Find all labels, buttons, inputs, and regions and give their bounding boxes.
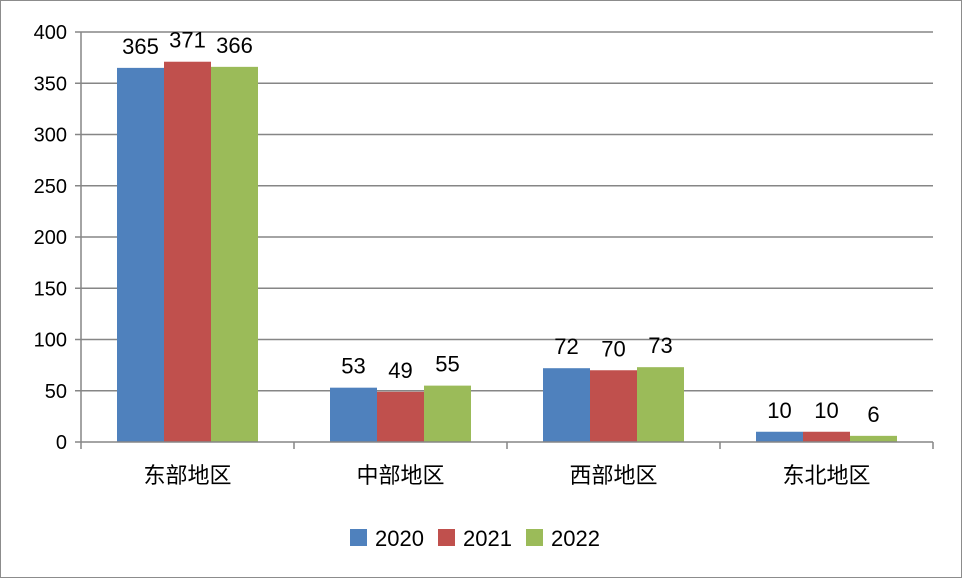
y-tick-label: 100 [34,330,67,352]
legend: 2020 2021 2022 [350,526,600,551]
data-label: 53 [341,354,365,379]
bar-2020 [543,368,590,442]
y-tick-label: 200 [34,227,67,249]
data-label: 55 [435,352,459,377]
x-category-label: 西部地区 [569,464,657,489]
data-label: 49 [388,358,412,383]
bar-2020 [330,387,377,442]
legend-swatch-2022 [526,529,543,546]
data-label: 365 [122,34,159,59]
data-label: 366 [216,33,253,58]
x-category-label: 东部地区 [143,464,231,489]
legend-label-2020: 2020 [375,526,424,551]
y-tick-label: 50 [45,381,67,403]
data-label: 70 [601,336,625,361]
bar-2021 [590,370,637,442]
bar-2022 [850,435,897,442]
bar-2022 [211,66,258,442]
bar-2021 [164,61,211,442]
x-category-label: 东北地区 [782,464,870,489]
x-category-label: 中部地区 [356,464,444,489]
axes: 0 50 100 150 200 250 300 350 400 东部地区 中部地区 西部地区 东北地区 [34,22,934,489]
data-label: 6 [867,402,879,427]
data-label: 10 [814,398,838,423]
legend-swatch-2021 [438,529,455,546]
data-label: 371 [169,28,206,53]
bar-2020 [756,431,803,442]
y-tick-label: 0 [56,432,67,454]
bar-2020 [117,67,164,442]
data-label: 72 [554,334,578,359]
y-tick-label: 350 [34,73,67,95]
data-label: 10 [767,398,791,423]
bar-2021 [803,431,850,442]
data-labels: 365 371 366 53 49 55 72 70 73 10 10 6 [122,28,879,427]
legend-label-2021: 2021 [463,526,512,551]
data-label: 73 [648,333,672,358]
y-tick-label: 400 [34,22,67,44]
bar-2022 [637,367,684,442]
legend-swatch-2020 [350,529,367,546]
bars [117,61,897,442]
y-tick-label: 150 [34,278,67,300]
legend-label-2022: 2022 [551,526,600,551]
bar-2021 [377,391,424,442]
bar-2022 [424,385,471,442]
y-tick-label: 300 [34,125,67,147]
y-tick-label: 250 [34,176,67,198]
